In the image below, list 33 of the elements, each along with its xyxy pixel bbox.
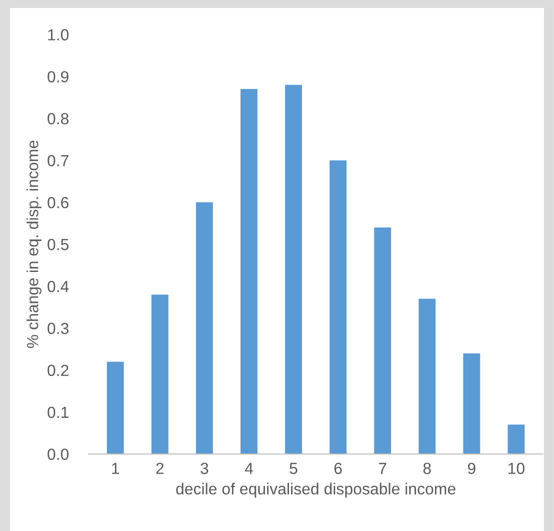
bar bbox=[463, 353, 480, 454]
x-tick-label: 6 bbox=[334, 462, 342, 474]
bar bbox=[196, 202, 213, 454]
x-tick-label: 3 bbox=[200, 462, 208, 474]
y-tick-label: 0.7 bbox=[48, 154, 68, 166]
y-tick-label: 0.8 bbox=[48, 113, 69, 124]
y-tick-label: 0.1 bbox=[48, 406, 68, 418]
y-tick-label: 0.2 bbox=[48, 364, 68, 376]
y-tick-label: 0.4 bbox=[48, 280, 69, 292]
bar bbox=[106, 362, 124, 454]
y-tick-label: 0.5 bbox=[48, 238, 69, 250]
bar bbox=[330, 160, 347, 454]
x-axis-title: decile of equivalised disposable income bbox=[176, 482, 456, 498]
x-tick-label: 1 bbox=[112, 462, 120, 474]
y-tick-label: 1.0 bbox=[48, 29, 69, 40]
y-tick-label: 0.9 bbox=[48, 71, 68, 82]
x-tick-label: 10 bbox=[508, 462, 524, 474]
bar bbox=[418, 298, 436, 454]
bar bbox=[285, 84, 302, 454]
x-tick-label: 7 bbox=[378, 462, 386, 474]
x-tick-label: 2 bbox=[156, 462, 164, 474]
bar bbox=[508, 424, 525, 454]
y-axis-title: % change in eq. disp. income bbox=[26, 140, 42, 348]
y-tick-label: 0.6 bbox=[48, 196, 68, 208]
bar bbox=[240, 89, 258, 454]
x-tick-label: 5 bbox=[290, 462, 298, 474]
x-tick-label: 4 bbox=[244, 462, 253, 474]
bar bbox=[374, 227, 392, 454]
y-tick-label: 0.0 bbox=[48, 448, 69, 460]
x-tick-label: 9 bbox=[468, 462, 476, 474]
x-tick-label: 8 bbox=[423, 462, 431, 474]
bar bbox=[151, 294, 168, 454]
y-tick-label: 0.3 bbox=[48, 322, 68, 334]
